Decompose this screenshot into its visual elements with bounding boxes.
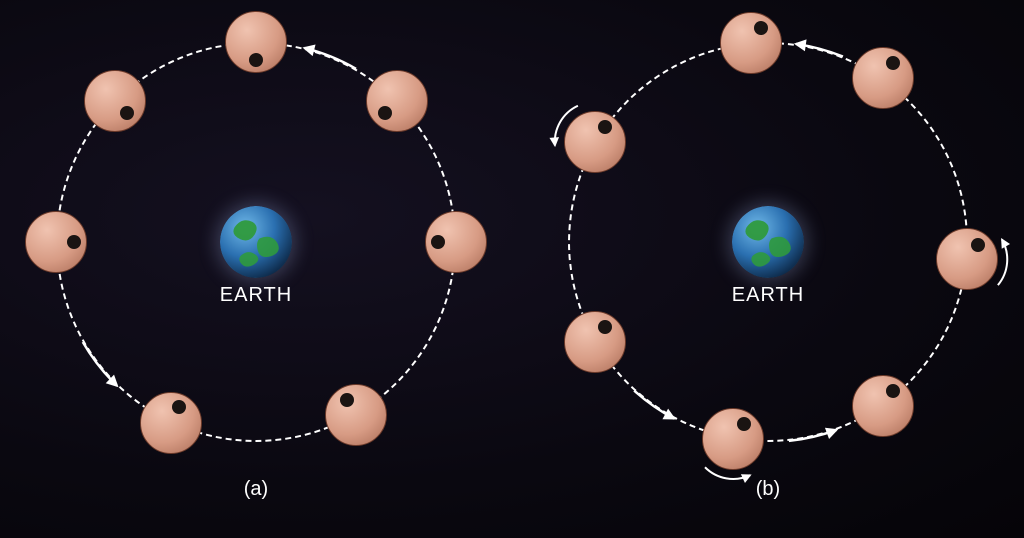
- diagram-stage: EARTH (a) EARTH (b): [0, 0, 1024, 538]
- panel-b: EARTH (b): [512, 0, 1024, 538]
- spin-arrow-b-2: [512, 0, 1024, 538]
- panel-a: EARTH (a): [0, 0, 512, 538]
- orbit-arrow-a-1: [0, 0, 512, 538]
